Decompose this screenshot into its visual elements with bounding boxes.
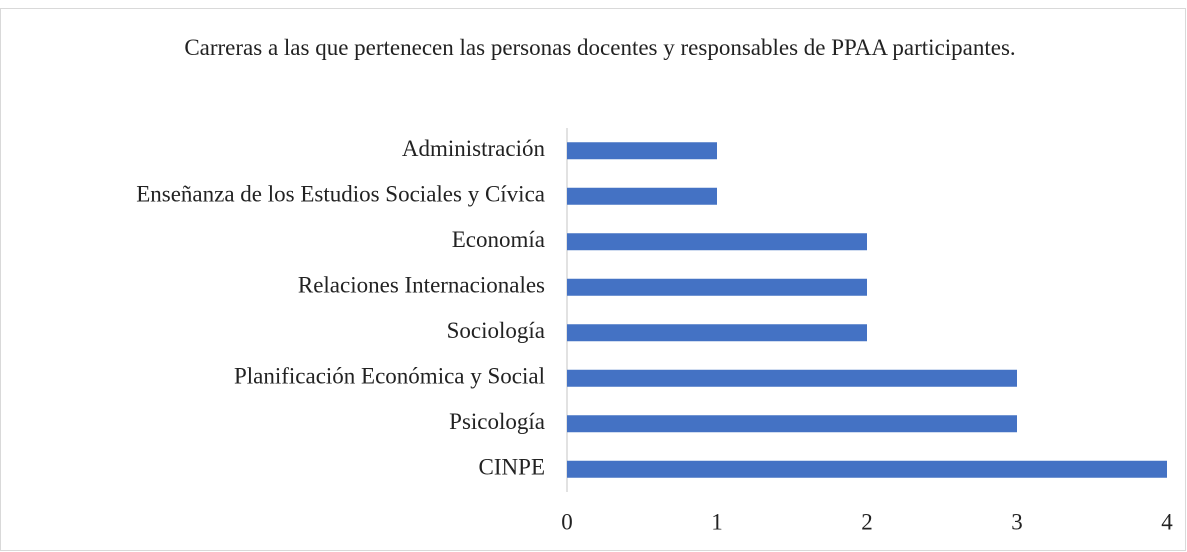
bar bbox=[567, 142, 717, 160]
y-tick-label: Administración bbox=[402, 136, 546, 161]
chart-title: Carreras a las que pertenecen las person… bbox=[184, 35, 1016, 60]
bar bbox=[567, 187, 717, 205]
bar bbox=[567, 415, 1017, 433]
y-tick-label: Enseñanza de los Estudios Sociales y Cív… bbox=[136, 182, 545, 207]
bar bbox=[567, 369, 1017, 387]
x-tick-label: 1 bbox=[711, 509, 723, 534]
bar bbox=[567, 233, 867, 251]
y-tick-label: CINPE bbox=[479, 455, 545, 480]
chart-border bbox=[0, 8, 1186, 551]
y-tick-label: Relaciones Internacionales bbox=[298, 273, 545, 298]
bar bbox=[567, 460, 1167, 478]
bar bbox=[567, 278, 867, 296]
y-tick-label: Planificación Económica y Social bbox=[234, 364, 545, 389]
y-tick-label: Economía bbox=[452, 227, 545, 252]
x-tick-label: 0 bbox=[561, 509, 573, 534]
bar bbox=[567, 324, 867, 342]
x-tick-label: 2 bbox=[861, 509, 873, 534]
x-tick-label: 4 bbox=[1161, 509, 1173, 534]
x-tick-label: 3 bbox=[1011, 509, 1023, 534]
y-tick-label: Sociología bbox=[447, 318, 545, 343]
y-tick-label: Psicología bbox=[449, 409, 545, 434]
